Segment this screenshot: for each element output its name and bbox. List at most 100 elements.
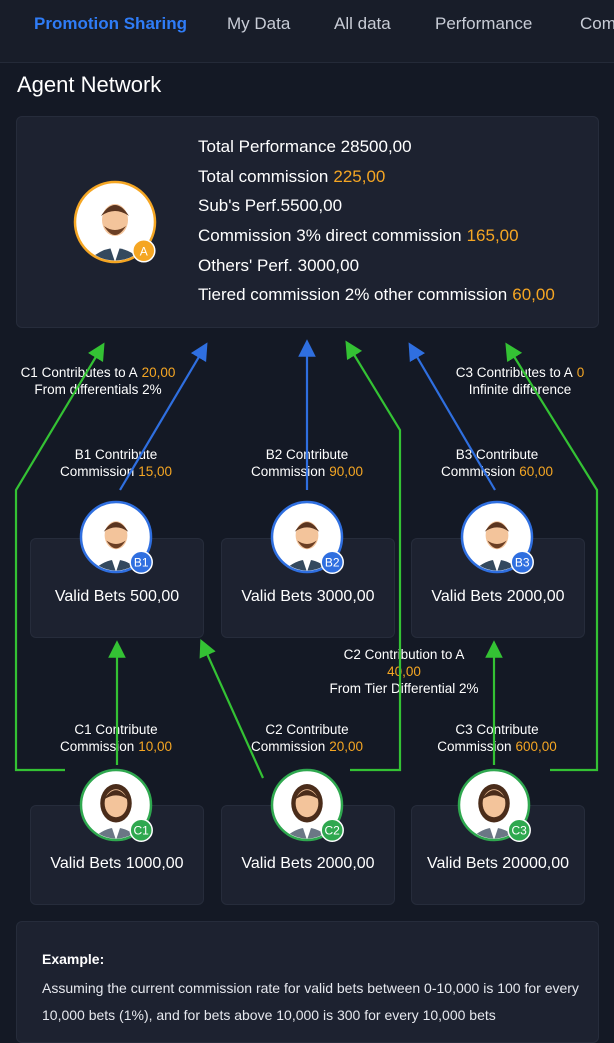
valid-bets-card: Valid Bets 3000,00 — [221, 538, 395, 638]
contribution-amount: Commission 60,00 — [417, 463, 577, 480]
commission-label: Commission — [250, 739, 326, 754]
commission-value: 600,00 — [515, 739, 557, 754]
shape — [110, 556, 122, 571]
annotation-text: C1 Contributes to A — [20, 365, 138, 380]
annotation-amount: 40,00 — [387, 664, 421, 679]
commission-value: 60,00 — [519, 464, 554, 479]
summary-label: Total commission — [198, 167, 329, 186]
shape — [129, 550, 153, 574]
tab[interactable]: All data — [334, 14, 391, 33]
shape — [345, 340, 402, 772]
summary-label: Sub's Perf.5500,00 — [198, 196, 343, 215]
shape — [294, 522, 320, 532]
shape — [101, 205, 129, 216]
summary-line: Sub's Perf.5500,00 — [198, 196, 342, 216]
contribution-amount: Commission 15,00 — [36, 463, 196, 480]
summary-line: Others' Perf. 3000,00 — [198, 256, 359, 276]
avatar: C2 — [270, 768, 344, 842]
shape — [104, 226, 126, 235]
annotation-text: From differentials 2% — [34, 382, 162, 397]
annotation-text: From Tier Differential 2% — [329, 681, 479, 696]
shape — [491, 556, 503, 571]
shape — [484, 522, 510, 532]
shape — [294, 790, 320, 800]
annotation-text: C3 Contributes to A — [455, 365, 573, 380]
summary-line: Total commission 225,00 — [198, 167, 385, 187]
summary-card: Total Performance 28500,00 Total commissi… — [16, 116, 599, 328]
commission-value: 90,00 — [329, 464, 364, 479]
shape — [199, 638, 265, 779]
shape — [510, 550, 534, 574]
shape — [488, 824, 500, 839]
example-heading: Example: — [42, 951, 105, 967]
annotation-line: C2 Contribution to A — [309, 646, 499, 663]
annotation-text: Infinite difference — [468, 382, 572, 397]
annotation: C2 Contribution to A 40,00 From Tier Diffe… — [309, 646, 499, 697]
shape — [119, 342, 208, 491]
tab[interactable]: Performance — [435, 14, 533, 33]
avatar: C1 — [79, 768, 153, 842]
example-text: Assuming the current commission rate for… — [42, 980, 579, 1023]
summary-label: Others' Perf. 3000,00 — [198, 256, 360, 275]
shape — [301, 824, 313, 839]
shape — [109, 244, 121, 261]
tab[interactable]: My Data — [227, 14, 291, 33]
valid-bets-card: Valid Bets 500,00 — [30, 538, 204, 638]
shape — [481, 790, 507, 800]
avatar-badge: B2 — [325, 556, 340, 570]
shape — [487, 540, 507, 549]
summary-line: Commission 3% direct commission 165,00 — [198, 226, 519, 246]
example-card: Example: Assuming the current commission… — [16, 921, 599, 1043]
summary-line: Tiered commission 2% other commission 60,… — [198, 285, 555, 305]
shape — [110, 824, 122, 839]
avatar: B2 — [270, 500, 344, 574]
shape — [129, 818, 153, 842]
summary-value: 225,00 — [333, 167, 386, 186]
avatar: B3 — [460, 500, 534, 574]
commission-value: 20,00 — [329, 739, 364, 754]
tab[interactable]: Promotion Sharing — [34, 14, 187, 33]
shape — [408, 342, 496, 491]
shape — [132, 239, 156, 263]
avatar: A — [73, 180, 157, 264]
avatar-badge: B3 — [515, 556, 530, 570]
shape — [320, 550, 344, 574]
shape — [505, 342, 599, 772]
commission-value: 10,00 — [138, 739, 173, 754]
shape — [507, 818, 531, 842]
avatar-badge: C2 — [325, 824, 341, 838]
summary-value: 60,00 — [512, 285, 555, 304]
contribution-label: C2 Contribute Commission 20,00 — [227, 721, 387, 755]
contribution-amount: Commission 20,00 — [227, 738, 387, 755]
shape — [301, 556, 313, 571]
avatar-badge: C1 — [134, 824, 150, 838]
annotation-amount: 0 — [576, 365, 585, 380]
shape — [320, 818, 344, 842]
contribution-title: C3 Contribute — [455, 722, 539, 737]
connectors — [14, 339, 599, 779]
avatar-badge: C3 — [512, 824, 528, 838]
commission-label: Commission — [440, 464, 516, 479]
annotation-text: C2 Contribution to A — [343, 647, 465, 662]
contribution-label: B1 Contribute Commission 15,00 — [36, 446, 196, 480]
shape — [103, 790, 129, 800]
contribution-title: C2 Contribute — [265, 722, 349, 737]
avatar-badge: B1 — [134, 556, 149, 570]
section-title: Agent Network — [17, 72, 162, 97]
summary-label: Commission 3% direct commission — [198, 226, 462, 245]
avatar: C3 — [457, 768, 531, 842]
summary-label: Tiered commission 2% other commission — [198, 285, 508, 304]
summary-label: Total Performance 28500,00 — [198, 137, 412, 156]
shape — [14, 342, 105, 772]
contribution-amount: Commission 10,00 — [36, 738, 196, 755]
summary-line: Total Performance 28500,00 — [198, 137, 412, 157]
annotation: C1 Contributes to A 20,00 From differentia… — [3, 364, 193, 398]
shape — [103, 522, 129, 532]
valid-bets-card: Valid Bets 20000,00 — [411, 805, 585, 905]
tab[interactable]: Com — [580, 14, 614, 33]
summary-value: 165,00 — [466, 226, 519, 245]
